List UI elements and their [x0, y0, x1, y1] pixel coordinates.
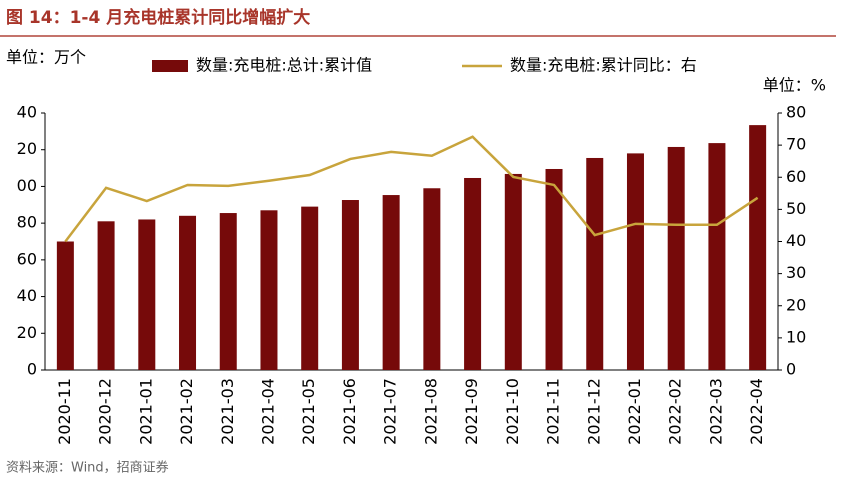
bar — [56, 241, 74, 370]
x-tick-label: 2021-10 — [503, 378, 522, 445]
legend-label: 数量:充电桩:总计:累计值 — [196, 56, 372, 75]
x-tick-label: 2022-02 — [666, 378, 685, 445]
line — [64, 135, 759, 243]
y2-tick-label: 30 — [786, 263, 806, 282]
y2-tick-label: 40 — [786, 231, 806, 250]
x-tick-label: 2022-04 — [747, 378, 766, 445]
x-tick-label: 2021-08 — [421, 378, 440, 445]
y2-tick-label: 20 — [786, 295, 806, 314]
source: 资料来源：Wind，招商证券 — [6, 460, 169, 476]
y2-tick-label: 70 — [786, 135, 806, 154]
x-tick-label: 2021-02 — [177, 378, 196, 445]
bar — [219, 213, 237, 370]
x-tick-label: 2021-04 — [258, 378, 277, 445]
x-tick-label: 2020-11 — [55, 378, 74, 445]
bar — [138, 219, 156, 370]
x-tick-label: 2021-05 — [299, 378, 318, 445]
x-tick-label: 2021-03 — [218, 378, 237, 445]
x-tick-label: 2020-12 — [96, 378, 115, 445]
y-axis-label: 单位：万个 — [6, 48, 86, 67]
y-tick-label: 20 — [17, 139, 37, 158]
bar — [626, 153, 644, 370]
bar — [586, 157, 604, 370]
bar — [749, 125, 767, 370]
bar — [301, 206, 319, 370]
y-tick-label: 40 — [17, 103, 37, 122]
bar — [97, 221, 115, 370]
bar — [708, 143, 726, 370]
x-tick-label: 2021-09 — [462, 378, 481, 445]
y2-tick-label: 60 — [786, 167, 806, 186]
bar — [504, 173, 522, 370]
bar — [179, 215, 197, 370]
x-tick-label: 2021-01 — [136, 378, 155, 445]
x-tick-label: 2022-01 — [625, 378, 644, 445]
y-tick-label: 40 — [17, 286, 37, 305]
bar — [667, 146, 685, 370]
legend-swatch — [152, 60, 188, 72]
chart-title: 图 14：1-4 月充电桩累计同比增幅扩大 — [6, 7, 310, 28]
y2-tick-label: 50 — [786, 199, 806, 218]
bar — [382, 195, 400, 370]
y2-axis-label: 单位：% — [763, 76, 826, 95]
bar — [423, 188, 441, 370]
x-tick-label: 2021-06 — [340, 378, 359, 445]
y2-tick-label: 80 — [786, 103, 806, 122]
x-tick-label: 2021-11 — [544, 378, 563, 445]
y-tick-label: 00 — [17, 176, 37, 195]
legend-label: 数量:充电桩:累计同比：右 — [510, 56, 697, 75]
y-tick-label: 60 — [17, 249, 37, 268]
y-tick-label: 20 — [17, 323, 37, 342]
bar — [545, 168, 563, 370]
x-tick-label: 2021-12 — [584, 378, 603, 445]
x-tick-label: 2022-03 — [706, 378, 725, 445]
bar — [260, 210, 278, 370]
bar — [464, 177, 482, 370]
x-tick-label: 2021-07 — [381, 378, 400, 445]
y2-tick-label: 0 — [786, 360, 796, 379]
y-tick-label: 0 — [27, 360, 37, 379]
bar — [341, 200, 359, 370]
y2-tick-label: 10 — [786, 327, 806, 346]
y-tick-label: 80 — [17, 213, 37, 232]
